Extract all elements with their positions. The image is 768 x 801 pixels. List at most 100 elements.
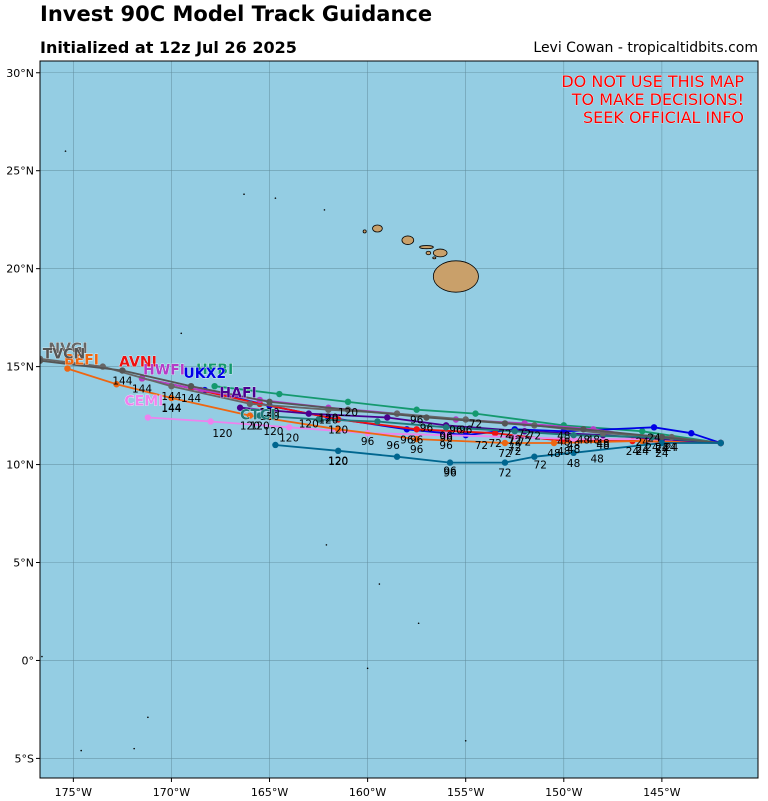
track-point bbox=[374, 418, 381, 425]
island-molokai bbox=[419, 245, 434, 250]
lon-tick-label: 150°W bbox=[545, 786, 582, 799]
track-point bbox=[511, 428, 518, 435]
forecast-hour-label: 144 bbox=[112, 376, 132, 388]
forecast-hour-label: 24 bbox=[645, 442, 659, 454]
forecast-hour-label: 48 bbox=[590, 454, 603, 466]
track-point bbox=[393, 453, 401, 460]
track-point bbox=[256, 412, 263, 419]
track-point bbox=[570, 449, 577, 457]
forecast-hour-label: 120 bbox=[279, 432, 299, 444]
forecast-hour-label: 120 bbox=[328, 456, 348, 468]
lon-tick-label: 175°W bbox=[55, 786, 92, 799]
forecast-hour-label: 72 bbox=[518, 428, 531, 440]
lat-tick-label: 25°N bbox=[6, 165, 34, 178]
track-point bbox=[658, 433, 666, 441]
atoll-dot bbox=[323, 209, 326, 211]
track-point bbox=[64, 365, 71, 372]
track-point bbox=[344, 406, 352, 413]
atoll-dot bbox=[180, 332, 183, 335]
track-point bbox=[119, 367, 126, 374]
lat-tick-label: 0° bbox=[22, 654, 35, 667]
page-title: Invest 90C Model Track Guidance bbox=[40, 2, 433, 26]
track-point bbox=[650, 424, 658, 431]
track-point bbox=[501, 420, 509, 427]
forecast-hour-label: 72 bbox=[508, 446, 521, 458]
forecast-hour-label: 96 bbox=[443, 468, 457, 480]
track-point bbox=[442, 424, 450, 431]
island-niihau bbox=[362, 229, 367, 234]
track-point bbox=[168, 382, 175, 390]
island-oahu bbox=[401, 235, 415, 245]
forecast-hour-label: 24 bbox=[636, 446, 650, 458]
track-point bbox=[207, 418, 214, 425]
forecast-hour-label: 144 bbox=[161, 403, 181, 415]
atoll-dot bbox=[417, 622, 420, 625]
forecast-hour-label: 120 bbox=[328, 456, 348, 468]
track-line-tvcn bbox=[40, 359, 721, 444]
forecast-hour-label: 120 bbox=[299, 419, 319, 431]
forecast-hour-label: 24 bbox=[665, 442, 679, 454]
atoll-dot bbox=[325, 544, 328, 546]
axis-labels: 175°W 170°W 165°W 160°W 155°W 150°W 145°W 30°N 2… bbox=[6, 67, 680, 799]
island-maui bbox=[432, 248, 448, 258]
track-point bbox=[187, 382, 195, 390]
track-line-hfbi bbox=[214, 385, 721, 444]
forecast-hour-label: 48 bbox=[547, 448, 560, 460]
forecast-hour-label: 48 bbox=[567, 458, 580, 470]
forecast-hour-label: 72 bbox=[508, 442, 521, 454]
forecast-hour-label: 72 bbox=[469, 419, 482, 431]
lon-tick-label: 155°W bbox=[447, 786, 484, 799]
lat-tick-label: 5°N bbox=[13, 557, 34, 570]
forecast-hour-label: 72 bbox=[498, 448, 511, 460]
track-point bbox=[246, 412, 254, 419]
plot-border bbox=[39, 60, 759, 779]
forecast-hour-label: 48 bbox=[557, 436, 570, 448]
forecast-hour-label: 72 bbox=[534, 459, 547, 471]
forecast-hour-label: 72 bbox=[488, 438, 501, 450]
forecast-hour-label: 120 bbox=[318, 413, 338, 425]
lat-tick-label: 30°N bbox=[6, 67, 34, 80]
forecast-hour-label: 72 bbox=[475, 440, 488, 452]
forecast-hour-label: 72 bbox=[498, 428, 511, 440]
track-point bbox=[246, 400, 254, 408]
forecast-hour-label: 96 bbox=[410, 444, 424, 456]
track-point bbox=[472, 410, 479, 417]
forecast-hour-label: 120 bbox=[260, 411, 280, 423]
track-point bbox=[580, 426, 587, 433]
model-label-hafi: HAFI bbox=[219, 386, 256, 402]
track-point bbox=[413, 435, 420, 443]
track-point bbox=[144, 414, 152, 421]
track-point bbox=[334, 426, 342, 433]
forecast-hour-label: 120 bbox=[263, 426, 283, 438]
forecast-hour-label: 24 bbox=[647, 432, 661, 444]
track-point bbox=[658, 439, 666, 447]
warning-line: SEEK OFFICIAL INFO bbox=[583, 108, 744, 127]
forecast-hour-label: 144 bbox=[181, 393, 201, 405]
forecast-hour-label: 96 bbox=[449, 425, 463, 437]
forecast-hour-label: 120 bbox=[250, 421, 270, 433]
atoll-dot bbox=[243, 193, 245, 196]
forecast-hour-label: 48 bbox=[596, 438, 609, 450]
track-point bbox=[334, 447, 342, 455]
forecast-hour-label: 96 bbox=[361, 436, 375, 448]
forecast-hour-label: 96 bbox=[443, 465, 457, 477]
warning-line: TO MAKE DECISIONS! bbox=[571, 90, 744, 109]
forecast-hour-label: 24 bbox=[663, 442, 677, 454]
track-point bbox=[40, 357, 44, 364]
track-point bbox=[491, 430, 499, 437]
forecast-hour-label: 96 bbox=[400, 434, 414, 446]
forecast-hour-label: 96 bbox=[439, 440, 453, 452]
track-point bbox=[305, 410, 312, 417]
map-frame bbox=[39, 60, 759, 779]
island-kauai bbox=[372, 224, 383, 233]
forecast-hour-label: 120 bbox=[212, 428, 232, 440]
track-labels: 2448729612024487296120244872961201442448… bbox=[43, 340, 679, 480]
model-label-nvgi: NVGI bbox=[48, 341, 87, 357]
track-point bbox=[413, 426, 420, 433]
track-point bbox=[344, 398, 352, 406]
atoll-dot bbox=[133, 747, 135, 750]
track-point bbox=[272, 441, 279, 449]
forecast-hour-label: 72 bbox=[498, 468, 511, 480]
